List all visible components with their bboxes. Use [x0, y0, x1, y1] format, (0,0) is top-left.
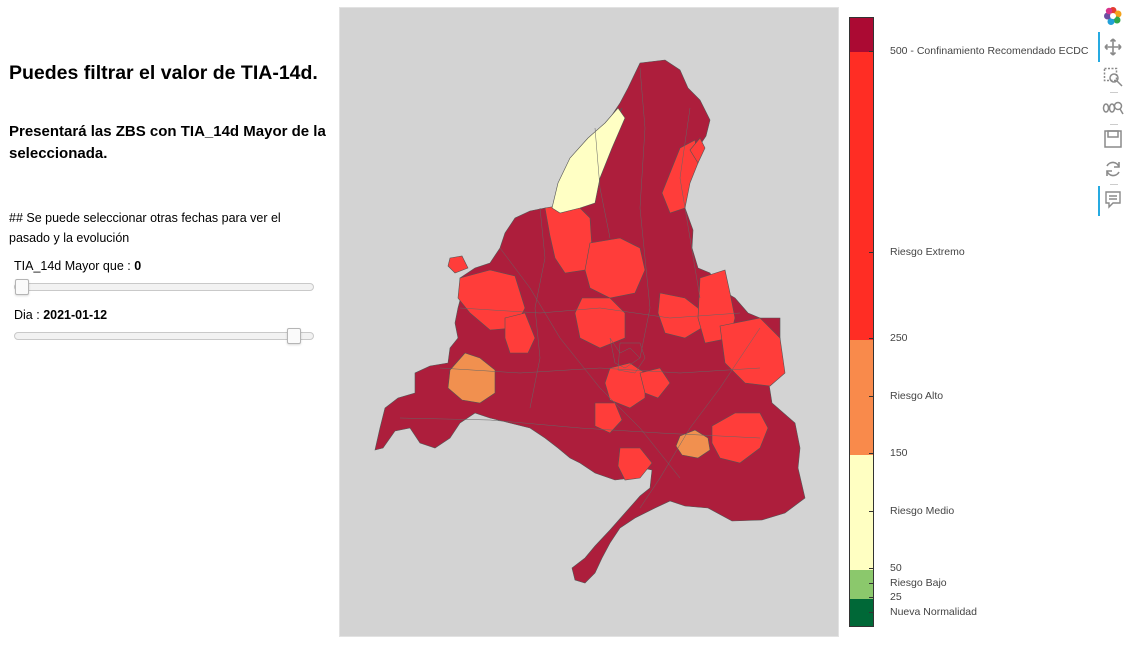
help-note: ## Se puede seleccionar otras fechas par… — [9, 211, 281, 245]
bokeh-logo-icon[interactable] — [1101, 4, 1125, 28]
tia-slider-label: TIA_14d Mayor que : 0 — [14, 259, 141, 273]
colorbar-label-25: 25 — [890, 591, 902, 603]
colorbar-label-alto: Riesgo Alto — [890, 390, 944, 402]
tia-slider-title: TIA_14d Mayor que : — [14, 259, 135, 273]
tia-slider[interactable] — [14, 279, 314, 295]
medium-risk-zones — [551, 107, 626, 214]
colorbar — [849, 17, 874, 627]
wheel-zoom-icon[interactable] — [1101, 96, 1125, 120]
colorbar-ecdc — [850, 18, 873, 52]
zbs-boundaries — [399, 67, 761, 509]
colorbar-nueva — [850, 599, 873, 626]
date-slider-title: Dia : — [14, 308, 44, 322]
date-slider-value: 2021-01-12 — [43, 308, 108, 322]
colorbar-medio — [850, 455, 873, 570]
colorbar-label-nueva: Nueva Normalidad — [890, 606, 977, 618]
colorbar-extremo — [850, 52, 873, 340]
tia-slider-handle[interactable] — [15, 279, 29, 295]
map-plot-area[interactable] — [339, 7, 839, 637]
colorbar-alto — [850, 340, 873, 455]
pan-icon[interactable] — [1101, 35, 1125, 59]
page-subheading: Presentará las ZBS con TIA_14d Mayor de … — [9, 123, 326, 162]
colorbar-label-ecdc: 500 - Confinamiento Recomendado ECDC — [890, 45, 1089, 57]
date-slider-handle[interactable] — [287, 328, 301, 344]
save-icon[interactable] — [1101, 127, 1125, 151]
page-heading: Puedes filtrar el valor de TIA-14d. — [9, 62, 318, 84]
tia-slider-value: 0 — [134, 259, 142, 273]
reset-icon[interactable] — [1101, 157, 1125, 181]
date-slider-label: Dia : 2021-01-12 — [14, 308, 107, 322]
extreme-risk-zones — [447, 137, 786, 481]
colorbar-label-50: 50 — [890, 562, 902, 574]
date-slider[interactable] — [14, 328, 314, 344]
colorbar-label-250: 250 — [890, 332, 908, 344]
box-zoom-icon[interactable] — [1101, 65, 1125, 89]
hover-icon[interactable] — [1101, 188, 1125, 212]
madrid-map[interactable] — [340, 8, 839, 637]
colorbar-label-medio: Riesgo Medio — [890, 505, 955, 517]
colorbar-label-bajo: Riesgo Bajo — [890, 577, 947, 589]
colorbar-label-150: 150 — [890, 447, 908, 459]
colorbar-label-extremo: Riesgo Extremo — [890, 246, 965, 258]
colorbar-bajo — [850, 570, 873, 599]
